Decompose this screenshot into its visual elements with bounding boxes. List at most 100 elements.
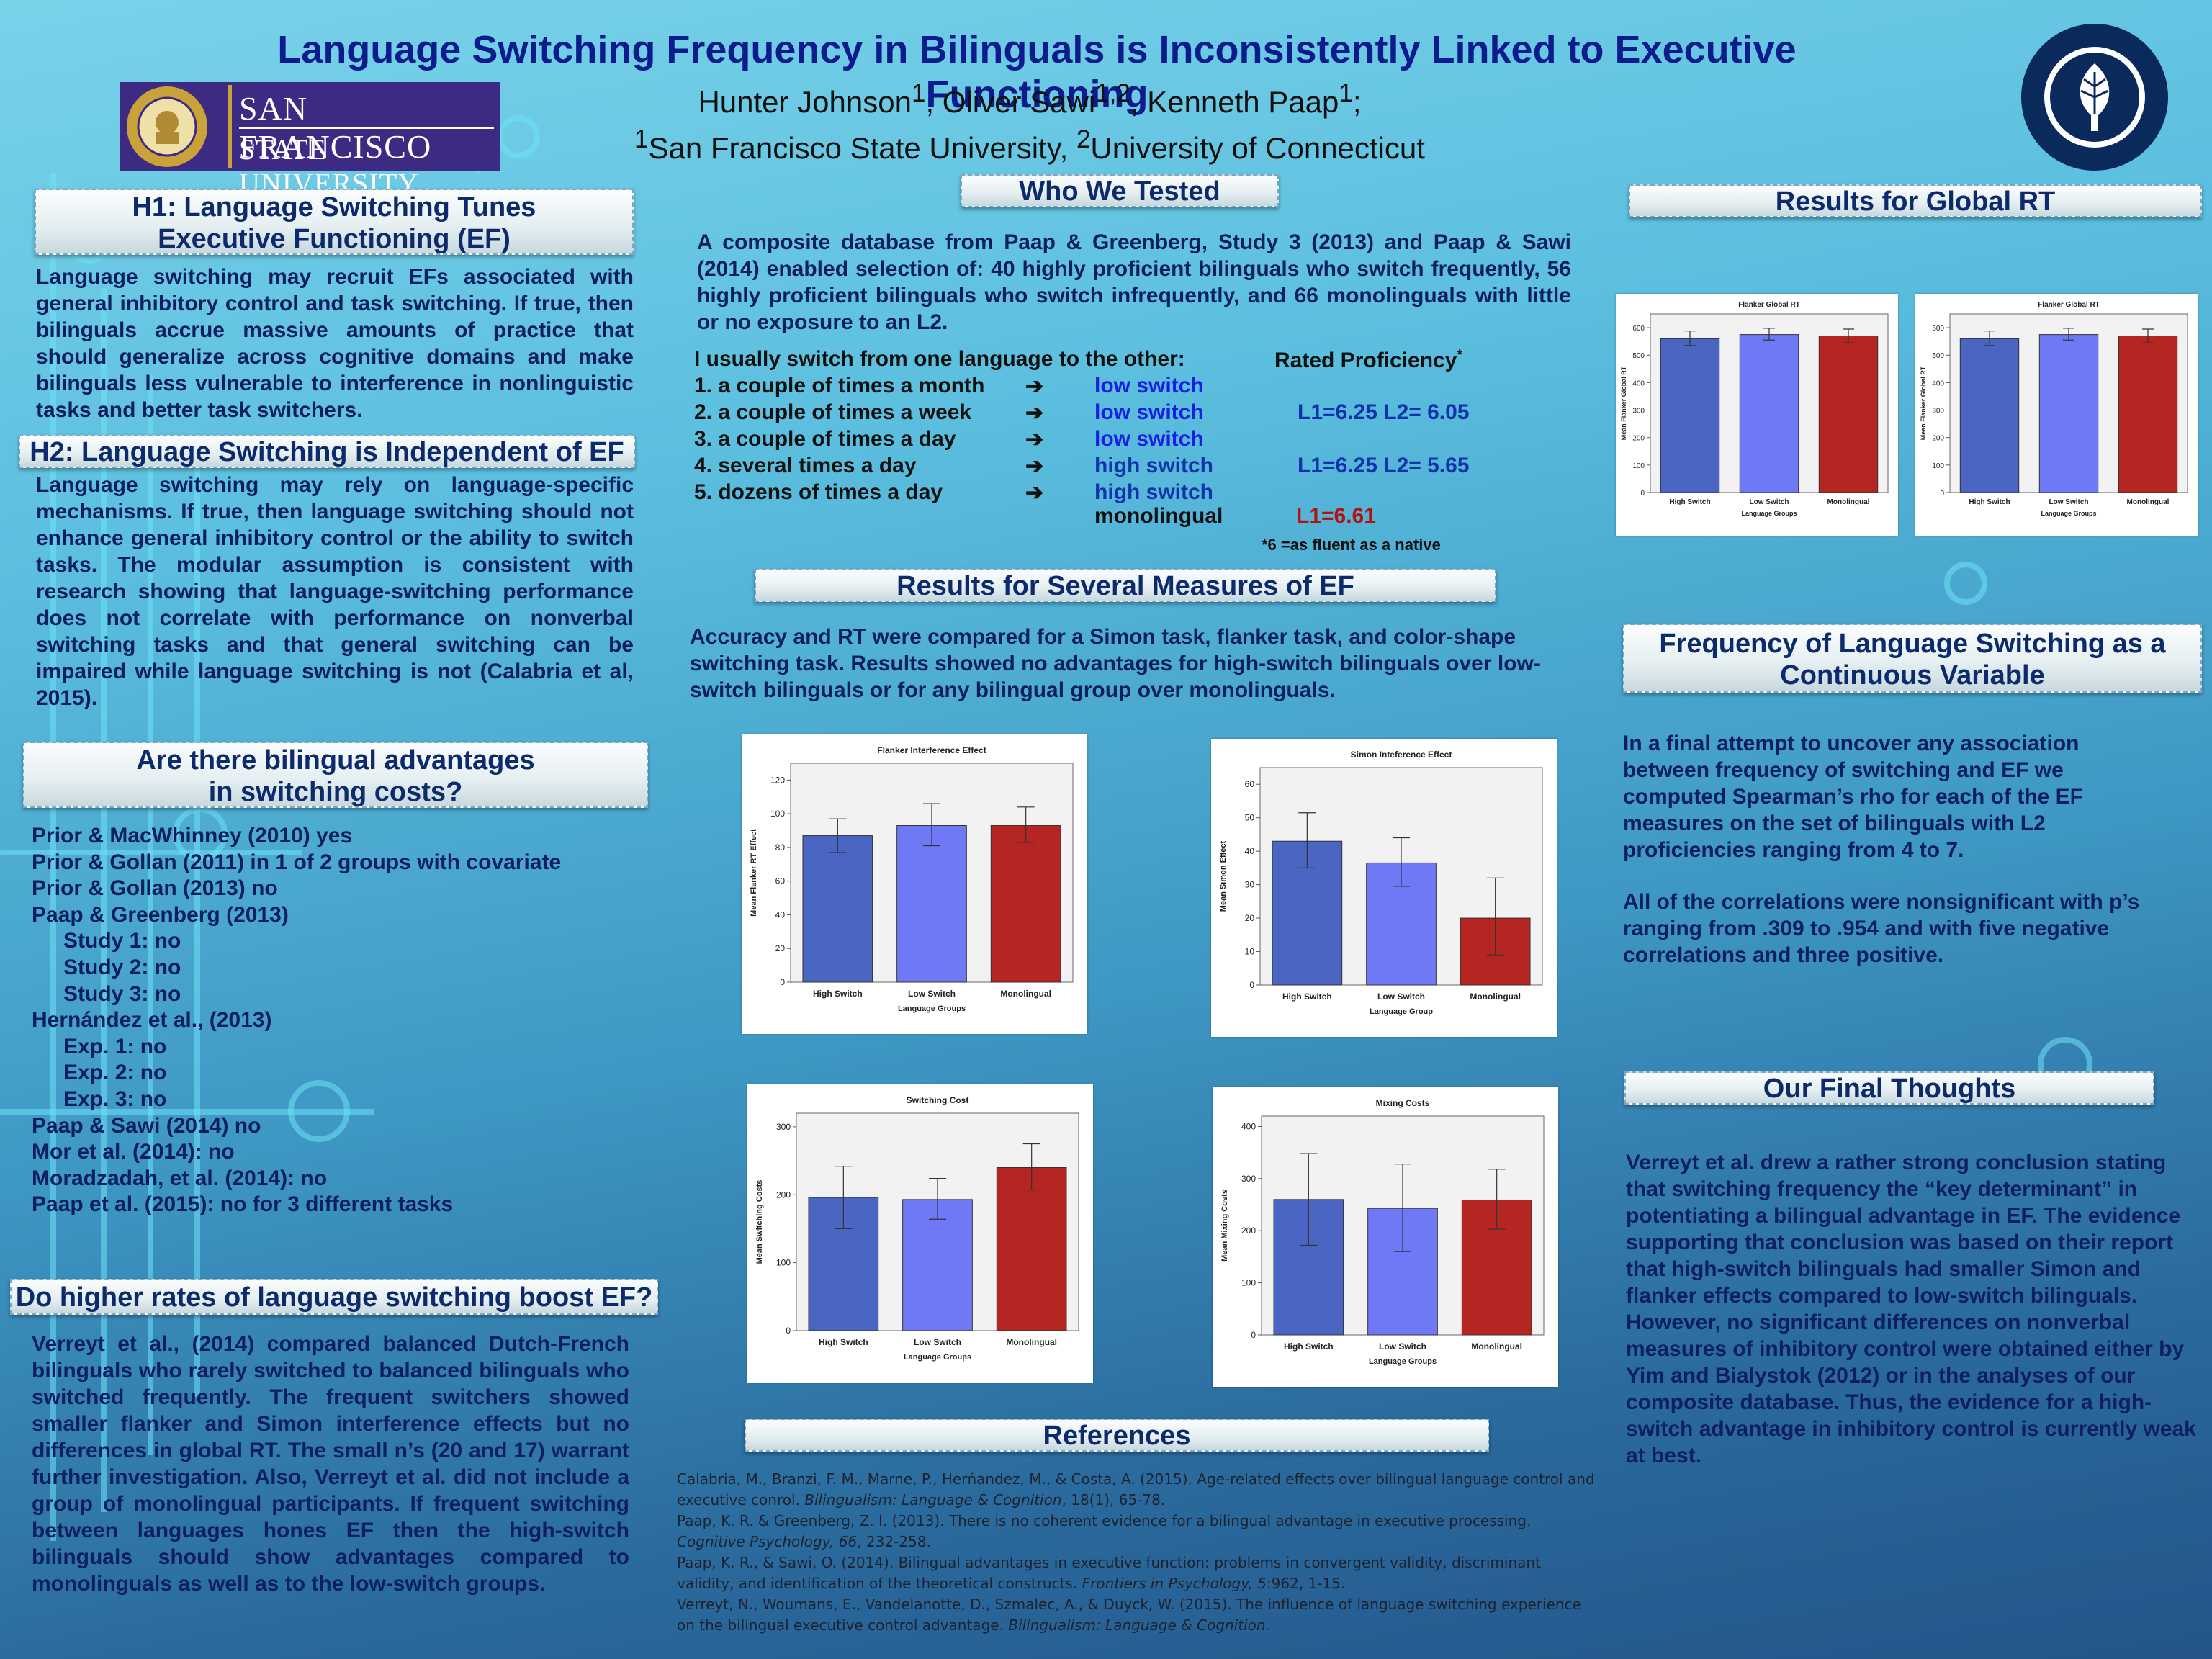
y-tick-label: 100 (776, 1258, 791, 1268)
y-tick-label: 60 (1245, 779, 1255, 789)
bar-low-switch (896, 825, 967, 983)
x-tick-label: Low Switch (2049, 498, 2089, 506)
continuous-heading-line2: Continuous Variable (1780, 660, 2045, 691)
table-row-group: low switch (1094, 427, 1204, 451)
y-axis-label: Mean Flanker Global RT (1920, 366, 1927, 440)
table-header-right: Rated Proficiency* (1274, 347, 1462, 373)
y-axis-label: Mean Mixing Costs (1220, 1190, 1229, 1262)
chart-title: Switching Cost (907, 1095, 969, 1105)
y-tick-label: 0 (786, 1326, 791, 1336)
x-tick-label: Low Switch (1379, 1341, 1426, 1352)
y-tick-label: 400 (1632, 379, 1645, 387)
bar-high-switch (1660, 338, 1720, 493)
several-heading: Results for Several Measures of EF (755, 569, 1496, 602)
continuous-heading-line1: Frequency of Language Switching as a (1659, 629, 2166, 659)
y-tick-label: 60 (775, 876, 786, 886)
reference-item: Paap, K. R., & Sawi, O. (2014). Bilingua… (677, 1554, 1541, 1592)
y-tick-label: 10 (1245, 947, 1255, 957)
y-tick-label: 100 (1932, 462, 1944, 470)
y-axis-label: Mean Simon Effect (1219, 840, 1228, 912)
h1-heading-line1: H1: Language Switching Tunes (132, 192, 536, 222)
x-axis-label: Language Groups (1741, 510, 1797, 517)
references-heading: References (745, 1419, 1489, 1452)
y-tick-label: 20 (775, 943, 786, 953)
x-tick-label: High Switch (813, 989, 863, 999)
bar-monolingual (990, 825, 1061, 983)
y-tick-label: 400 (1932, 379, 1944, 387)
table-row-proficiency: L1=6.25 L2= 6.05 (1298, 400, 1470, 424)
bar-low-switch (902, 1199, 973, 1331)
switching-costs-heading: Are there bilingual advantages in switch… (23, 742, 648, 808)
table-row-group: low switch (1094, 400, 1204, 424)
switching-costs-list: Prior & MacWhinney (2010) yes Prior & Gol… (32, 823, 651, 1218)
h1-body: Language switching may recruit EFs assoc… (36, 265, 634, 422)
sfsu-seal-icon (127, 86, 207, 167)
y-tick-label: 200 (1632, 435, 1645, 443)
y-tick-label: 100 (1632, 462, 1645, 470)
x-axis-label: Language Groups (2041, 510, 2096, 517)
y-axis-label: Mean Flanker Global RT (1620, 366, 1627, 440)
switching-costs-item: Moradzadah, et al. (2014): no (32, 1166, 328, 1190)
switching-costs-item: Prior & Gollan (2011) in 1 of 2 groups w… (32, 850, 562, 874)
table-row-label: 3. a couple of times a day (694, 427, 956, 451)
who-heading: Who We Tested (961, 174, 1279, 207)
x-tick-label: Monolingual (1471, 1341, 1522, 1352)
y-tick-label: 120 (770, 775, 785, 785)
y-tick-label: 500 (1932, 352, 1944, 360)
y-tick-label: 0 (1640, 490, 1645, 498)
switching-costs-item: Prior & Gollan (2013) no (32, 876, 278, 901)
uconn-seal-icon (2021, 24, 2168, 171)
switching-costs-heading-line2: in switching costs? (208, 777, 463, 807)
switching-costs-item: Prior & MacWhinney (2010) yes (32, 824, 353, 848)
x-tick-label: High Switch (1669, 498, 1710, 506)
x-axis-label: Language Groups (898, 1004, 966, 1013)
y-axis-label: Mean Switching Costs (755, 1180, 764, 1264)
y-tick-label: 200 (1241, 1226, 1256, 1236)
switching-costs-item: Hernández et al., (2013) (32, 1008, 272, 1033)
switching-costs-item: Exp. 1: no (63, 1034, 167, 1058)
table-header-left: I usually switch from one language to th… (694, 347, 1185, 371)
arrow-icon: ➔ (1025, 481, 1044, 505)
star: * (1457, 347, 1463, 363)
switching-costs-item: Study 3: no (63, 981, 181, 1006)
table-row-label: 4. several times a day (694, 454, 917, 477)
y-tick-label: 100 (770, 809, 785, 819)
table-row-label: 5. dozens of times a day (694, 480, 943, 504)
bar-low-switch (2038, 334, 2099, 493)
h1-heading-line2: Executive Functioning (EF) (158, 224, 511, 254)
continuous-p2: All of the correlations were nonsignific… (1623, 890, 2140, 967)
switching-costs-item: Exp. 2: no (63, 1061, 167, 1085)
bar-low-switch (1739, 334, 1799, 493)
chart-title: Flanker Global RT (1738, 301, 1800, 309)
y-tick-label: 300 (1632, 408, 1645, 415)
table-row-proficiency: L1=6.25 L2= 5.65 (1298, 454, 1470, 477)
y-tick-label: 0 (1249, 980, 1254, 990)
table-row-group: high switch (1094, 454, 1213, 477)
reference-item: Verreyt, N., Woumans, E., Vandelanotte, … (677, 1596, 1581, 1634)
authors: Hunter Johnson1, Oliver Sawi1,2, Kenneth… (698, 79, 1362, 119)
switching-costs-heading-line1: Are there bilingual advantages (136, 745, 535, 775)
boost-heading: Do higher rates of language switching bo… (10, 1279, 658, 1315)
monolingual-label: monolingual (1094, 504, 1223, 528)
switching-costs-item: Study 1: no (63, 929, 181, 953)
x-axis-label: Language Group (1370, 1007, 1433, 1016)
x-tick-label: Monolingual (2127, 498, 2170, 506)
global-rt-heading: Results for Global RT (1629, 184, 2202, 217)
final-body: Verreyt et al. drew a rather strong conc… (1626, 1151, 2196, 1467)
chart-flanker-global-rt-1: Flanker Global RT 0 100 200 300 400 500 600 Mean… (1616, 294, 1898, 536)
boost-body: Verreyt et al., (2014) compared balanced… (32, 1332, 629, 1596)
y-tick-label: 500 (1632, 352, 1645, 360)
chart-title: Mixing Costs (1376, 1098, 1430, 1108)
switching-costs-item: Study 2: no (63, 955, 181, 979)
x-tick-label: High Switch (1282, 992, 1332, 1002)
y-tick-label: 0 (780, 977, 785, 987)
switching-costs-item: Exp. 3: no (63, 1087, 167, 1111)
y-tick-label: 0 (1940, 490, 1944, 498)
x-tick-label: Low Switch (914, 1337, 961, 1347)
chart-title: Flanker Interference Effect (877, 745, 986, 755)
y-axis-label: Mean Flanker RT Effect (750, 829, 758, 917)
switching-costs-item: Paap & Sawi (2014) no (32, 1113, 261, 1138)
bar-high-switch (1959, 338, 2020, 493)
rated-proficiency-label: Rated Proficiency (1274, 349, 1457, 372)
x-tick-label: Monolingual (1006, 1337, 1057, 1347)
